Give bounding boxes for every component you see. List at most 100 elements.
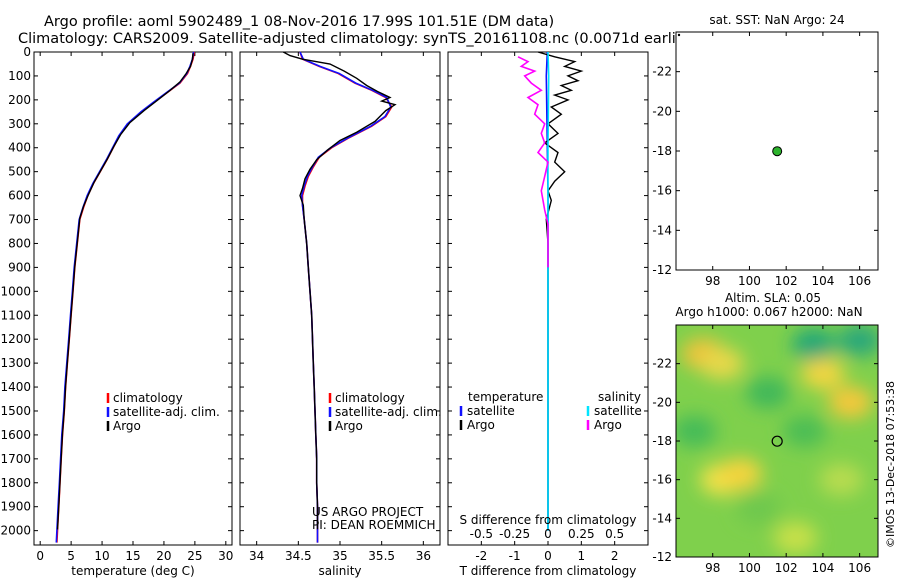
- diff-legend-label: satellite: [594, 404, 642, 418]
- sla_map-ytick-label: -22: [652, 357, 672, 371]
- sst_map-ytick-label: -22: [652, 65, 672, 79]
- panel-sst_map: 98 100 102 104 106 -12 -14 -16 -18 -20 -22 sat. SST…: [652, 13, 879, 288]
- sla-blob: [837, 325, 878, 357]
- sst-map-title: sat. SST: NaN Argo: 24: [709, 13, 844, 27]
- depth-tick-label: 100: [8, 69, 31, 83]
- depth-tick-label: 1800: [0, 476, 31, 490]
- sla_map-ytick-label: -14: [652, 511, 672, 525]
- panel-temperature: 0100200300400500600700800900100011001200…: [0, 45, 233, 578]
- sst_map-ytick-label: -18: [652, 144, 672, 158]
- depth-tick-label: 1600: [0, 428, 31, 442]
- panel-salinity: 34 34.5 35 35.5 36 salinity: [239, 51, 441, 578]
- salinity-legend-label: Argo: [335, 419, 363, 433]
- sla-blob: [782, 415, 827, 448]
- temperature-legend-label: climatology: [113, 391, 183, 405]
- temperature-xtick-label: 0: [36, 549, 44, 563]
- difference-xtick-label: -1: [509, 549, 521, 563]
- temperature-series-2: [56, 53, 194, 530]
- sla_map-ytick-label: -20: [652, 395, 672, 409]
- salinity-xtick-label: 34.5: [285, 549, 312, 563]
- depth-tick-label: 1700: [0, 452, 31, 466]
- depth-tick-label: 900: [8, 260, 31, 274]
- sla-blob: [718, 457, 763, 490]
- diff-secondary-tick-label: 0.25: [568, 527, 595, 541]
- sst_map-xtick-label: 106: [848, 274, 871, 288]
- depth-tick-label: 1300: [0, 356, 31, 370]
- argo-position-marker: [772, 146, 783, 157]
- depth-tick-label: 1000: [0, 284, 31, 298]
- sla-blob: [773, 521, 818, 554]
- sla-map-title-1: Altim. SLA: 0.05: [725, 291, 821, 305]
- temperature-xtick-label: 15: [125, 549, 140, 563]
- chart-title-line2: Climatology: CARS2009. Satellite-adjuste…: [18, 31, 697, 47]
- sla_map-xtick-label: 98: [705, 561, 720, 575]
- sla_map-ytick-label: -12: [652, 550, 672, 564]
- map-corner-dot: [677, 33, 681, 37]
- diff-secondary-tick-label: 0: [544, 527, 552, 541]
- salinity-xtick-label: 35.5: [368, 549, 395, 563]
- sla-map-title-2: Argo h1000: 0.067 h2000: NaN: [675, 305, 862, 319]
- panel-sla_map: 98 100 102 104 106 -12 -14 -16 -18 -20 -22 Altim. S…: [652, 291, 879, 575]
- diff-secondary-tick-label: -0.25: [499, 527, 530, 541]
- temperature-legend-label: Argo: [113, 419, 141, 433]
- depth-tick-label: 800: [8, 236, 31, 250]
- salinity-xlabel: salinity: [318, 564, 361, 578]
- difference-xlabel: T difference from climatology: [459, 564, 637, 578]
- sla-blob: [791, 328, 836, 361]
- sla-blob: [676, 415, 717, 448]
- depth-tick-label: 1400: [0, 380, 31, 394]
- temperature-xtick-label: 20: [156, 549, 171, 563]
- diff-legend-title-left: temperature: [468, 390, 543, 404]
- sla-blobs: [676, 325, 878, 554]
- depth-tick-label: 0: [23, 45, 31, 59]
- temperature-legend-label: satellite-adj. clim.: [113, 405, 220, 419]
- diff-legend-label: Argo: [594, 418, 622, 432]
- salinity-series-2: [282, 51, 397, 530]
- depth-tick-label: 400: [8, 141, 31, 155]
- difference-xtick-label: 2: [611, 549, 619, 563]
- sla_map-ytick-label: -16: [652, 473, 672, 487]
- sst_map-ytick-label: -12: [652, 263, 672, 277]
- footer-stamp: ©IMOS 13-Dec-2018 07:53:38: [884, 381, 897, 548]
- diff-secondary-tick-label: -0.5: [470, 527, 493, 541]
- sla-blob: [800, 357, 845, 390]
- difference-series-3: [517, 56, 549, 268]
- sst_map-ytick-label: -16: [652, 184, 672, 198]
- temperature-xtick-label: 25: [187, 549, 202, 563]
- argo-position-marker: [771, 435, 783, 447]
- diff-legend-label: satellite: [467, 404, 515, 418]
- temperature-xtick-label: 10: [94, 549, 109, 563]
- depth-tick-label: 2000: [0, 524, 31, 538]
- salinity-legend-label: satellite-adj. clim.: [335, 405, 442, 419]
- chart-title-line1: Argo profile: aoml 5902489_1 08-Nov-2016…: [44, 14, 555, 30]
- sla-blob: [745, 376, 790, 409]
- salinity-xtick-label: 35: [332, 549, 347, 563]
- diff-secondary-xlabel: S difference from climatology: [460, 513, 637, 527]
- salinity-xtick-label: 34: [249, 549, 264, 563]
- sst_map-xtick-label: 98: [705, 274, 720, 288]
- depth-tick-label: 700: [8, 213, 31, 227]
- depth-tick-label: 1100: [0, 308, 31, 322]
- diff-legend-title-right: salinity: [598, 390, 641, 404]
- sla_map-xtick-label: 102: [775, 561, 798, 575]
- sst_map-xtick-label: 102: [775, 274, 798, 288]
- sst_map-xtick-label: 100: [738, 274, 761, 288]
- depth-tick-label: 300: [8, 117, 31, 131]
- pi-annotation: PI: DEAN ROEMMICH: [312, 518, 435, 532]
- depth-tick-label: 1200: [0, 332, 31, 346]
- diff-secondary-tick-label: 0.5: [605, 527, 624, 541]
- temperature-frame: [33, 51, 233, 546]
- salinity-frame: [239, 51, 441, 546]
- sla-blob: [736, 492, 781, 525]
- diff-legend-label: Argo: [467, 418, 495, 432]
- panel-difference: -2 -1 0 1 2T difference from climatology: [447, 51, 649, 578]
- sla_map-xtick-label: 104: [811, 561, 834, 575]
- depth-tick-label: 1500: [0, 404, 31, 418]
- difference-xtick-label: 1: [578, 549, 586, 563]
- difference-xtick-label: 0: [544, 549, 552, 563]
- sla_map-ytick-label: -18: [652, 434, 672, 448]
- depth-tick-label: 500: [8, 165, 31, 179]
- difference-series-2: [547, 51, 550, 531]
- temperature-xtick-label: 30: [218, 549, 233, 563]
